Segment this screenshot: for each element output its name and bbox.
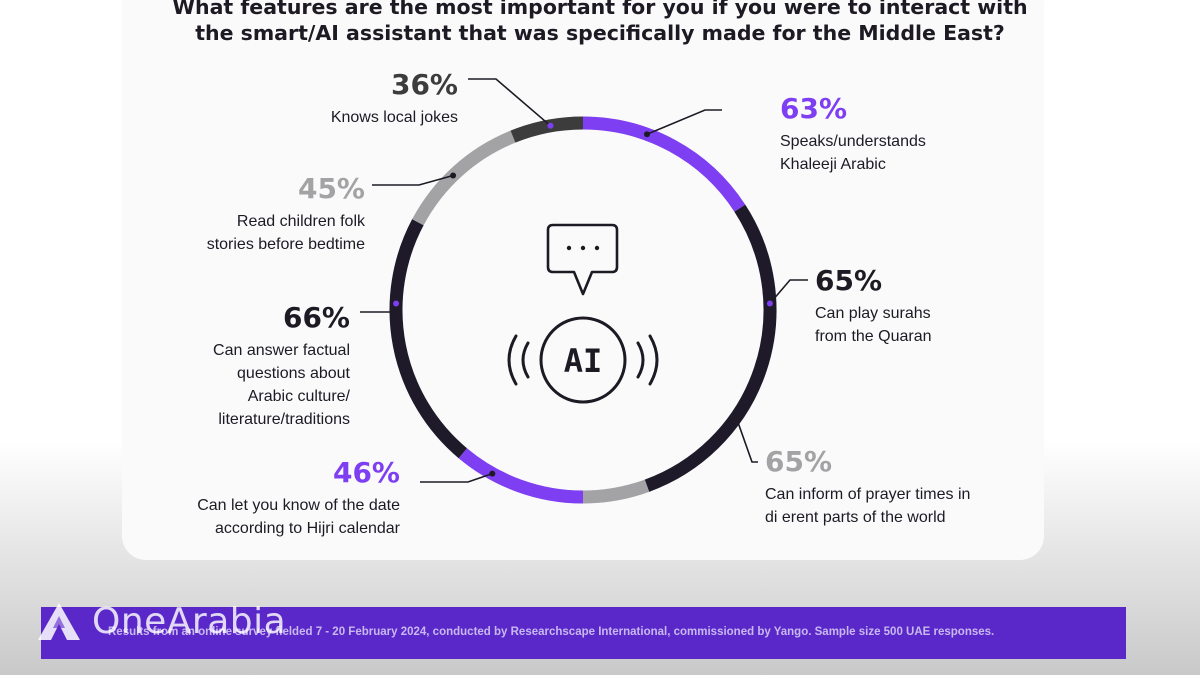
leader-dot-4 [489, 470, 496, 477]
slice-category-label-5-line-2: questions about [237, 365, 351, 382]
slice-category-label-6-line-1: Read children folk [237, 213, 366, 230]
survey-source-note: Results from an online survey fielded 7 … [108, 626, 995, 638]
footer-bar [41, 607, 1126, 659]
leader-dot-5 [393, 300, 400, 307]
brand-name: OneArabia [92, 601, 287, 642]
brand-watermark: OneArabia [34, 600, 286, 644]
slice-value-label-6: 45% [298, 172, 365, 205]
ai-badge-text: AI [564, 342, 603, 380]
slice-category-label-1-line-2: Khaleeji Arabic [780, 156, 886, 173]
donut-segment-7 [510, 116, 584, 143]
chart-title-line-1: What features are the most important for… [172, 0, 1028, 19]
slice-category-label-7-line-1: Knows local jokes [331, 109, 458, 126]
donut-segment-4 [458, 448, 584, 504]
slice-category-label-5-line-4: literature/traditions [218, 411, 350, 428]
slice-value-label-5: 66% [283, 301, 350, 334]
leader-dot-3 [733, 414, 740, 421]
slice-category-label-6-line-2: stories before bedtime [207, 236, 365, 253]
leader-lines [360, 78, 808, 483]
slice-category-label-3-line-1: Can inform of prayer times in [765, 486, 970, 503]
chart-title-line-2: the smart/AI assistant that was specific… [195, 21, 1005, 45]
slice-category-label-2-line-1: Can play surahs [815, 305, 931, 322]
slice-value-label-2: 65% [815, 264, 882, 297]
slice-category-label-5-line-3: Arabic culture/ [248, 388, 351, 405]
leader-dot-7 [547, 122, 554, 129]
leader-line-2 [769, 279, 808, 305]
leader-dot-2 [766, 300, 773, 307]
slice-value-label-7: 36% [391, 68, 458, 101]
donut-segment-2 [644, 204, 777, 492]
slice-category-label-4-line-2: according to Hijri calendar [215, 520, 401, 537]
ai-badge-icon: AI [539, 316, 627, 404]
slice-labels: 63% Speaks/understands Khaleeji Arabic 65% C… [197, 68, 970, 537]
slice-value-label-1: 63% [780, 92, 847, 125]
donut-segment-6 [412, 130, 516, 226]
leader-line-3 [735, 417, 758, 463]
chart-card [122, 0, 1044, 560]
onearabia-logo-icon [38, 603, 80, 640]
leader-dot-1 [644, 131, 650, 138]
slice-category-label-3-line-2: di erent parts of the world [765, 509, 946, 526]
slice-category-label-1-line-1: Speaks/understands [780, 133, 926, 150]
donut-chart: 63% Speaks/understands Khaleeji Arabic 65% C… [197, 68, 970, 537]
leader-line-7 [468, 78, 552, 127]
leader-line-6 [372, 174, 454, 186]
chart-title: What features are the most important for… [0, 0, 1200, 46]
slice-category-label-2-line-2: from the Quaran [815, 328, 932, 345]
slice-category-label-5-line-1: Can answer factual [213, 342, 350, 359]
slice-value-label-4: 46% [333, 456, 400, 489]
donut-segment-3 [582, 479, 650, 504]
donut-segment-5 [389, 219, 467, 459]
slice-value-label-3: 65% [765, 445, 832, 478]
leader-dot-6 [450, 172, 457, 179]
leader-line-1 [646, 109, 722, 136]
speech-bubble-icon [546, 223, 619, 296]
sound-waves-icon [507, 334, 659, 386]
donut-ring [389, 116, 777, 504]
donut-segment-1 [582, 116, 746, 212]
slice-category-label-4-line-1: Can let you know of the date [197, 497, 400, 514]
leader-line-4 [420, 472, 493, 483]
